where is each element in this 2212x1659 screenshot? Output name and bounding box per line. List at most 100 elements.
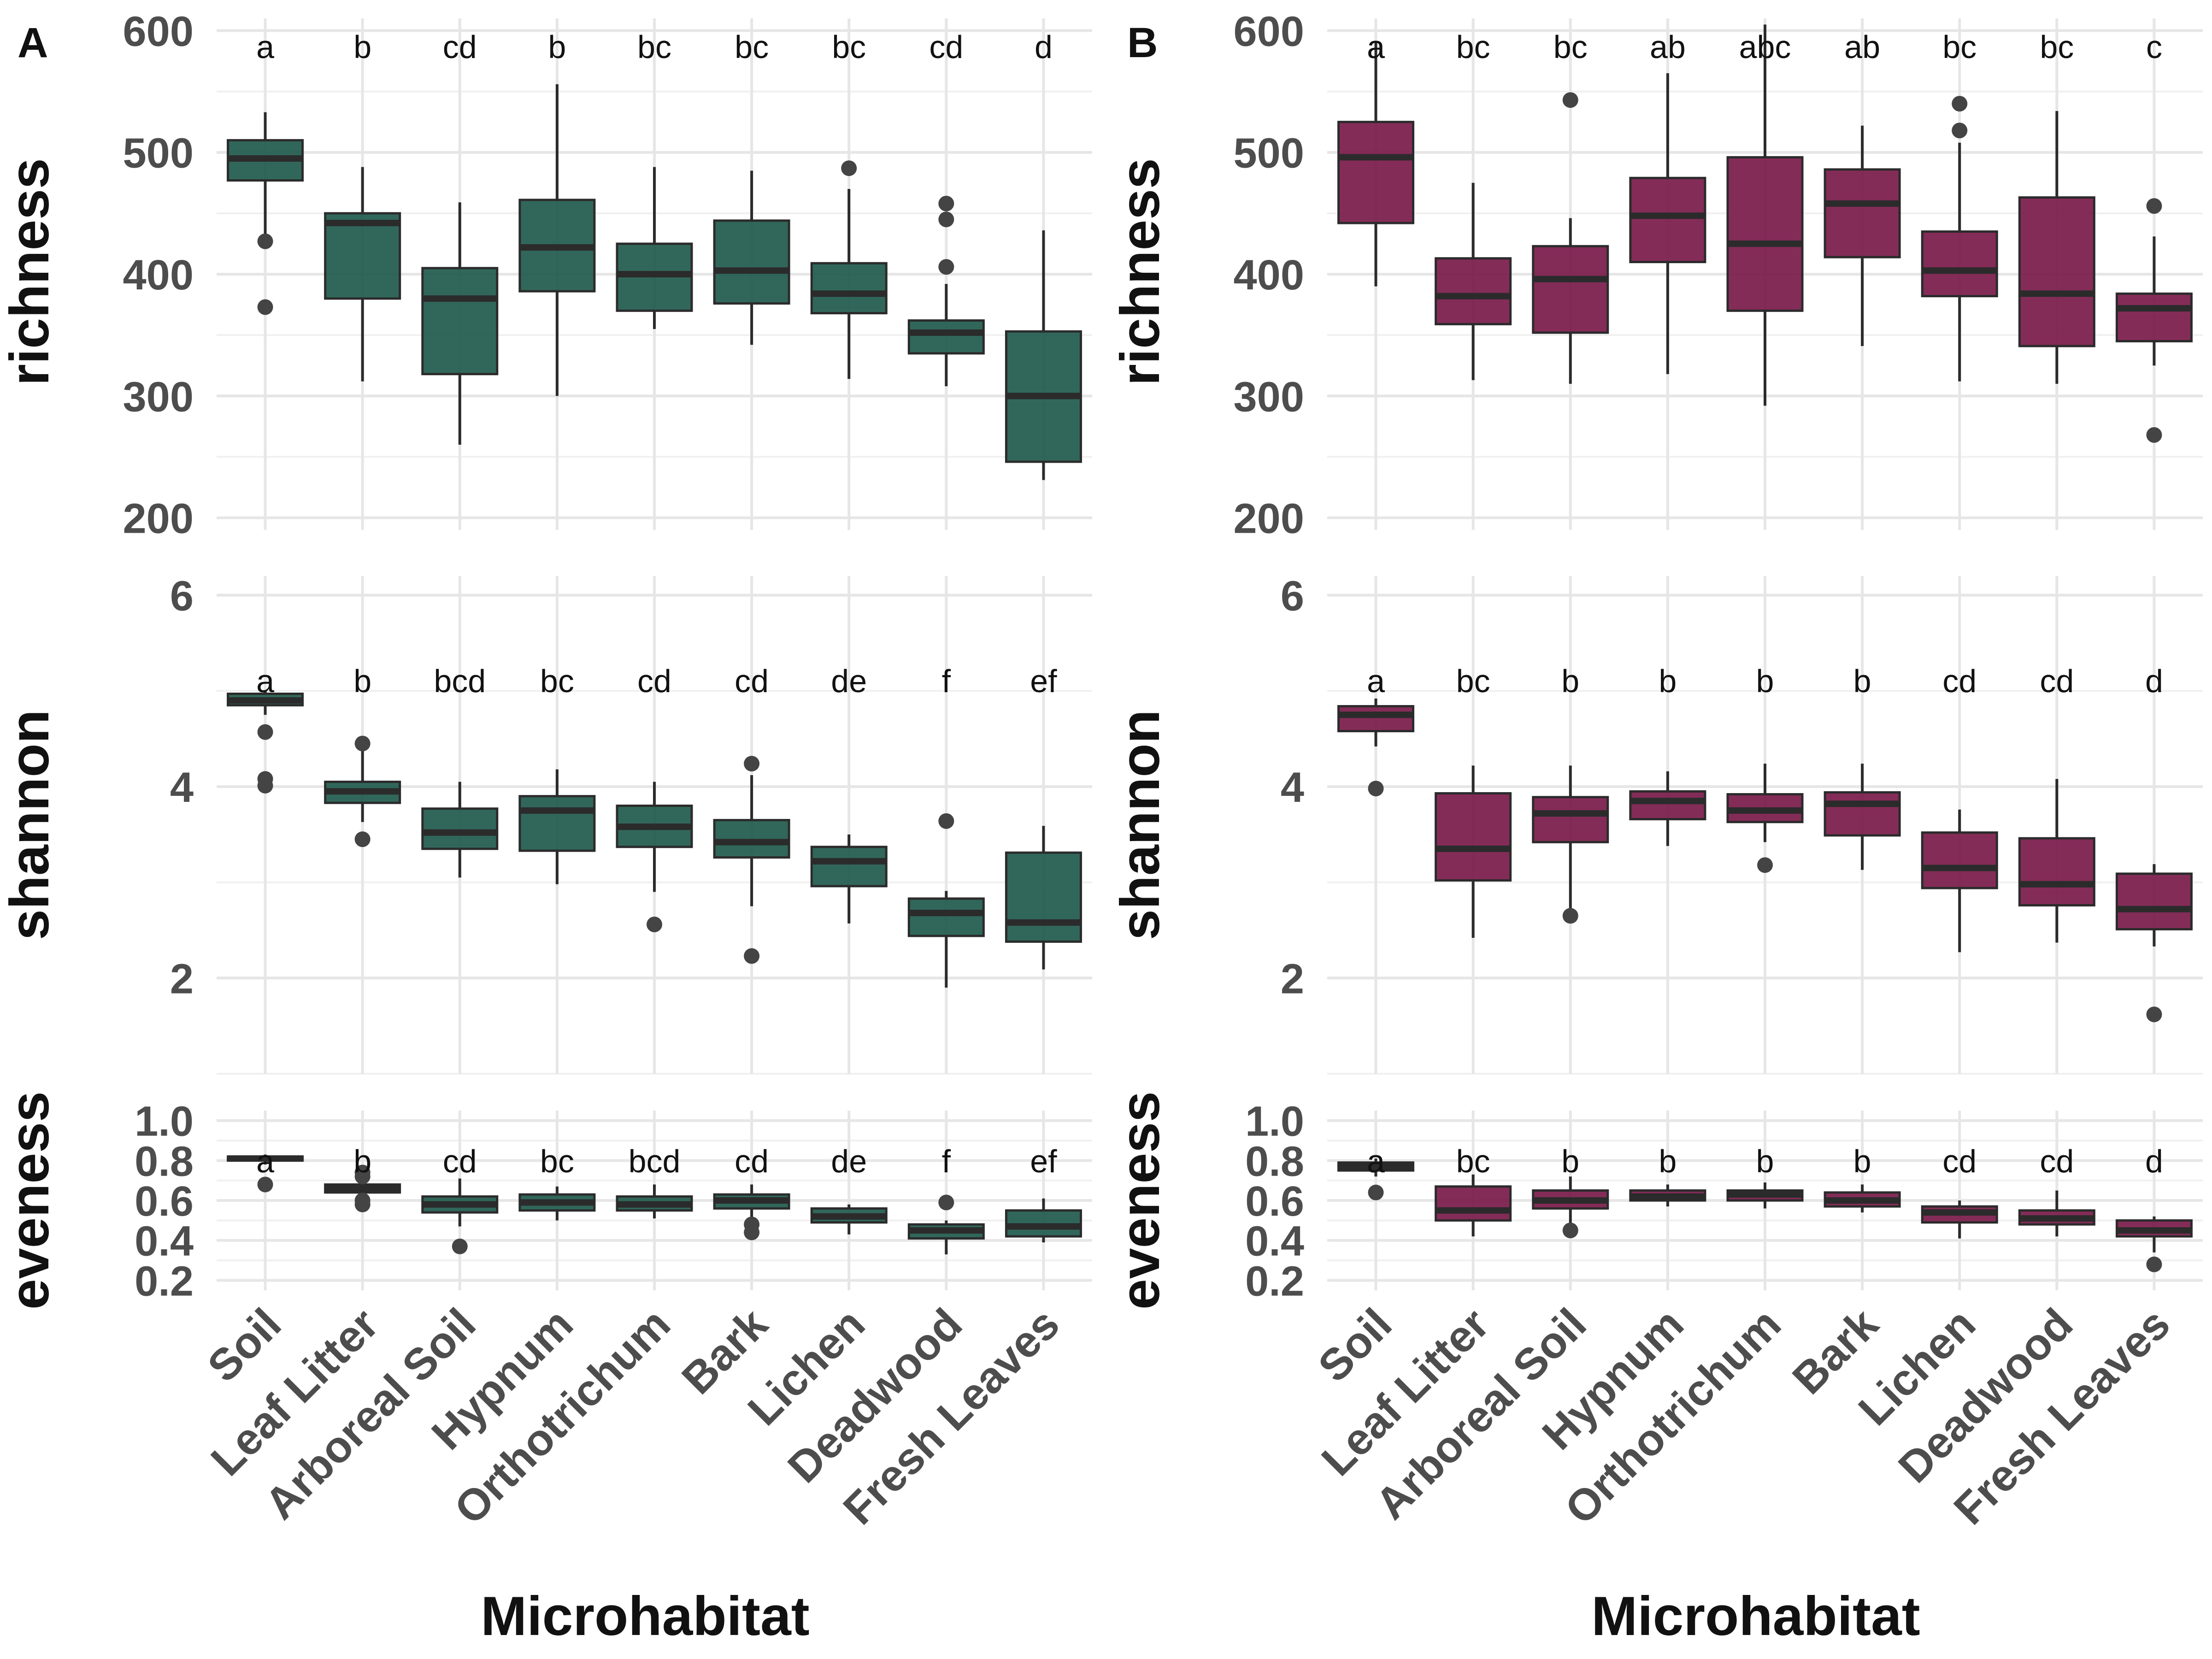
box-b-richness xyxy=(1435,257,1512,325)
outlier-point xyxy=(354,1169,371,1184)
significance-letter: b xyxy=(1853,663,1871,699)
significance-letter: b xyxy=(353,663,371,699)
outlier-point xyxy=(1757,857,1773,873)
y-tick-label: 600 xyxy=(123,8,194,55)
significance-letter: bc xyxy=(1456,29,1490,65)
significance-letter: bc xyxy=(832,29,866,65)
box-a-shannon xyxy=(907,897,985,937)
y-axis-title-a-richness: richness xyxy=(0,158,60,386)
outlier-point xyxy=(257,233,273,249)
significance-letter: cd xyxy=(929,29,963,65)
significance-letter: b xyxy=(1756,1143,1774,1179)
outlier-point xyxy=(1562,92,1578,108)
significance-letter: bc xyxy=(1553,29,1588,65)
y-axis-title-a-eveness: eveness xyxy=(0,1091,60,1310)
outlier-point xyxy=(1562,908,1578,924)
significance-letter: c xyxy=(2146,29,2162,65)
outlier-point xyxy=(744,948,760,964)
y-tick-label: 200 xyxy=(1234,495,1305,542)
outlier-point xyxy=(354,831,371,847)
box-b-richness xyxy=(1921,230,1998,298)
box-a-shannon xyxy=(1005,851,1082,943)
outlier-point xyxy=(744,1224,760,1241)
significance-letter: cd xyxy=(735,1143,769,1179)
significance-letter: d xyxy=(2145,663,2163,699)
y-tick-label: 500 xyxy=(1234,130,1305,177)
y-tick-label: 2 xyxy=(170,955,194,1002)
outlier-point xyxy=(2146,198,2162,214)
box-a-richness xyxy=(324,212,401,300)
y-tick-label: 200 xyxy=(123,495,194,542)
outlier-point xyxy=(2146,427,2162,443)
outlier-point xyxy=(1952,123,1968,139)
y-tick-label: 1.0 xyxy=(1245,1098,1304,1145)
significance-letter: cd xyxy=(2040,1143,2074,1179)
y-tick-label: 0.6 xyxy=(135,1178,194,1225)
y-axis-title-b-shannon: shannon xyxy=(1109,710,1171,940)
significance-letter: cd xyxy=(637,663,671,699)
box-b-shannon xyxy=(1435,792,1512,882)
y-tick-label: 0.6 xyxy=(1245,1178,1304,1225)
box-a-shannon xyxy=(421,807,499,850)
box-b-richness xyxy=(1337,121,1415,224)
box-b-shannon xyxy=(2018,837,2095,906)
y-tick-label: 4 xyxy=(170,764,194,811)
significance-letter: d xyxy=(2145,1143,2163,1179)
significance-letter: ef xyxy=(1030,1143,1057,1179)
outlier-point xyxy=(938,212,954,228)
x-axis-title-a: Microhabitat xyxy=(481,1585,809,1647)
y-tick-label: 300 xyxy=(123,373,194,420)
x-axis-title-b: Microhabitat xyxy=(1591,1585,1920,1647)
box-b-shannon xyxy=(1824,791,1901,837)
significance-letter: b xyxy=(1561,663,1579,699)
y-axis-title-b-eveness: eveness xyxy=(1109,1091,1171,1310)
significance-letter: a xyxy=(256,1143,274,1179)
significance-letter: bc xyxy=(540,663,574,699)
box-b-richness xyxy=(1824,168,1901,259)
box-b-shannon xyxy=(1921,831,1998,889)
significance-letter: bc xyxy=(2040,29,2074,65)
significance-letter: ef xyxy=(1030,663,1057,699)
y-tick-label: 6 xyxy=(170,573,194,620)
significance-letter: b xyxy=(353,29,371,65)
outlier-point xyxy=(938,813,954,829)
y-tick-label: 600 xyxy=(1234,8,1305,55)
outlier-point xyxy=(354,735,371,752)
significance-letter: cd xyxy=(443,29,477,65)
significance-letter: b xyxy=(1853,1143,1871,1179)
y-tick-label: 300 xyxy=(1234,373,1305,420)
y-tick-label: 0.4 xyxy=(1245,1218,1304,1265)
significance-letter: f xyxy=(942,663,951,699)
panel-label-a: A xyxy=(18,19,48,66)
y-tick-label: 6 xyxy=(1281,573,1304,620)
box-a-shannon xyxy=(810,846,888,888)
significance-letter: ab xyxy=(1650,29,1686,65)
significance-letter: bc xyxy=(540,1143,574,1179)
significance-letter: cd xyxy=(735,663,769,699)
outlier-point xyxy=(257,1177,273,1193)
significance-letter: a xyxy=(1367,663,1385,699)
significance-letter: b xyxy=(353,1143,371,1179)
y-tick-label: 500 xyxy=(123,130,194,177)
box-b-richness xyxy=(1726,156,1804,312)
box-a-richness xyxy=(713,219,790,305)
significance-letter: bc xyxy=(637,29,671,65)
box-a-richness xyxy=(421,267,499,376)
significance-letter: bc xyxy=(1456,663,1490,699)
significance-letter: cd xyxy=(2040,663,2074,699)
outlier-point xyxy=(452,1238,468,1254)
significance-letter: de xyxy=(831,1143,867,1179)
significance-letter: bc xyxy=(1456,1143,1490,1179)
y-axis-title-b-richness: richness xyxy=(1109,158,1171,386)
significance-letter: cd xyxy=(443,1143,477,1179)
significance-letter: b xyxy=(1756,663,1774,699)
outlier-point xyxy=(647,917,662,932)
y-tick-label: 0.8 xyxy=(135,1138,194,1185)
significance-letter: d xyxy=(1035,29,1053,65)
y-tick-label: 0.4 xyxy=(135,1218,194,1265)
box-a-richness xyxy=(907,319,985,355)
box-b-eveness xyxy=(1435,1185,1512,1222)
significance-letter: bcd xyxy=(434,663,486,699)
outlier-point xyxy=(354,1196,371,1212)
